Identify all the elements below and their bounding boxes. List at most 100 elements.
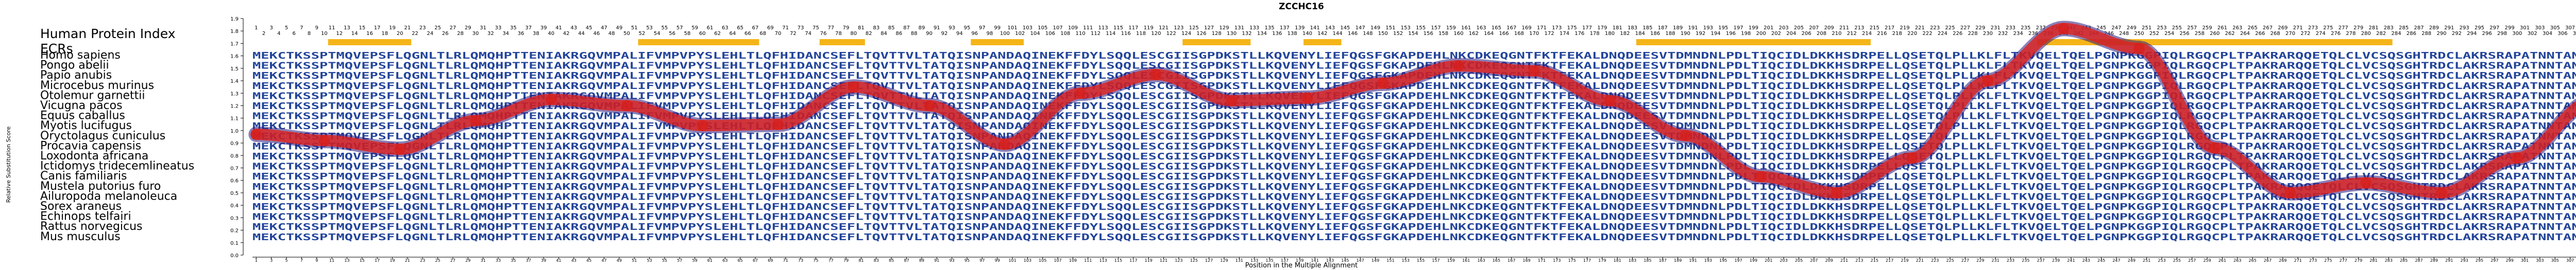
curve-point bbox=[2511, 152, 2523, 164]
x-tick-label: 147 bbox=[1357, 258, 1364, 263]
index-tick-label: 71 bbox=[782, 25, 789, 31]
index-tick-label: 252 bbox=[2149, 31, 2159, 37]
index-tick-label: 115 bbox=[1113, 25, 1123, 31]
y-tick-label: 1.1 bbox=[230, 116, 239, 122]
index-tick-label: 28 bbox=[457, 31, 464, 37]
index-tick-label: 9 bbox=[315, 25, 318, 31]
index-tick-label: 142 bbox=[1317, 31, 1327, 37]
x-tick-label: 69 bbox=[768, 258, 773, 263]
index-tick-label: 210 bbox=[1832, 31, 1841, 37]
index-tick-label: 188 bbox=[1665, 31, 1675, 37]
index-tick-label: 143 bbox=[1325, 25, 1335, 31]
index-tick-label: 19 bbox=[389, 25, 396, 31]
index-tick-label: 204 bbox=[1786, 31, 1796, 37]
index-tick-label: 187 bbox=[1658, 25, 1668, 31]
y-tick-label: 1.3 bbox=[230, 91, 239, 97]
index-tick-label: 221 bbox=[1915, 25, 1925, 31]
index-tick-label: 63 bbox=[722, 25, 728, 31]
x-tick-label: 133 bbox=[1250, 258, 1258, 263]
x-tick-label: 11 bbox=[329, 258, 334, 263]
x-tick-label: 235 bbox=[2022, 258, 2029, 263]
x-tick-label: 269 bbox=[2279, 258, 2286, 263]
index-tick-label: 205 bbox=[1794, 25, 1804, 31]
index-tick-label: 47 bbox=[601, 25, 607, 31]
index-tick-label: 207 bbox=[1809, 25, 1819, 31]
index-tick-label: 29 bbox=[465, 25, 471, 31]
y-tick-label: 0.5 bbox=[230, 191, 239, 196]
x-tick-label: 261 bbox=[2218, 258, 2226, 263]
index-tick-label: 136 bbox=[1272, 31, 1282, 37]
x-tick-label: 279 bbox=[2354, 258, 2362, 263]
index-tick-label: 111 bbox=[1083, 25, 1093, 31]
sequence-alignment: MEKCTKSSPTMQVEPSFLQGNLTLRLQMQHPTTENIAKRG… bbox=[252, 50, 2576, 243]
index-tick-label: 123 bbox=[1174, 25, 1183, 31]
index-tick-label: 49 bbox=[616, 25, 622, 31]
index-tick-label: 254 bbox=[2164, 31, 2174, 37]
index-tick-label: 220 bbox=[1907, 31, 1917, 37]
index-tick-label: 229 bbox=[1975, 25, 1985, 31]
index-tick-label: 64 bbox=[730, 31, 736, 37]
index-tick-label: 154 bbox=[1408, 31, 1418, 37]
curve-point bbox=[1906, 152, 1918, 164]
x-tick-label: 287 bbox=[2415, 258, 2422, 263]
index-tick-label: 102 bbox=[1015, 31, 1025, 37]
x-tick-label: 299 bbox=[2506, 258, 2514, 263]
y-tick-label: 0.6 bbox=[230, 178, 239, 184]
index-tick-label: 44 bbox=[578, 31, 585, 37]
index-tick-label: 117 bbox=[1128, 25, 1138, 31]
x-tick-label: 241 bbox=[2067, 258, 2075, 263]
x-tick-label: 79 bbox=[843, 258, 849, 263]
index-tick-label: 133 bbox=[1249, 25, 1259, 31]
sequence-row: MEKCTKSSPTMQVEPSFLQGNLTLRLQMQHPTTENIAKRG… bbox=[252, 222, 2576, 232]
index-tick-label: 271 bbox=[2293, 25, 2303, 31]
index-tick-label: 77 bbox=[827, 25, 834, 31]
index-tick-label: 40 bbox=[548, 31, 554, 37]
x-tick-label: 65 bbox=[738, 258, 743, 263]
index-tick-label: 262 bbox=[2225, 31, 2235, 37]
index-tick-label: 96 bbox=[971, 31, 978, 37]
index-tick-label: 32 bbox=[487, 31, 494, 37]
x-tick-label: 187 bbox=[1659, 258, 1667, 263]
index-tick-label: 264 bbox=[2240, 31, 2250, 37]
index-tick-label: 289 bbox=[2429, 25, 2439, 31]
index-tick-label: 153 bbox=[1401, 25, 1411, 31]
index-tick-label: 18 bbox=[381, 31, 388, 37]
curve-point bbox=[772, 118, 784, 130]
index-tick-label: 103 bbox=[1023, 25, 1032, 31]
index-tick-label: 139 bbox=[1295, 25, 1304, 31]
index-tick-label: 17 bbox=[374, 25, 381, 31]
y-tick-label: 0.1 bbox=[230, 241, 239, 246]
index-tick-label: 172 bbox=[1545, 31, 1554, 37]
index-tick-label: 304 bbox=[2543, 31, 2552, 37]
index-tick-label: 297 bbox=[2489, 25, 2499, 31]
y-axis-label: Relative Substitution Score bbox=[5, 126, 12, 203]
index-tick-label: 287 bbox=[2414, 25, 2424, 31]
y-tick-label: 0.7 bbox=[230, 166, 239, 172]
index-tick-label: 225 bbox=[1945, 25, 1955, 31]
y-tick-label: 0.4 bbox=[230, 203, 239, 209]
index-tick-label: 94 bbox=[956, 31, 963, 37]
index-tick-label: 232 bbox=[1998, 31, 2008, 37]
index-tick-label: 118 bbox=[1136, 31, 1146, 37]
curve-point bbox=[545, 94, 557, 105]
index-tick-label: 121 bbox=[1159, 25, 1168, 31]
index-tick-label: 158 bbox=[1438, 31, 1448, 37]
index-tick-label: 303 bbox=[2535, 25, 2545, 31]
x-tick-label: 81 bbox=[858, 258, 863, 263]
x-tick-label: 265 bbox=[2249, 258, 2257, 263]
index-tick-label: 72 bbox=[790, 31, 796, 37]
index-tick-label: 54 bbox=[654, 31, 660, 37]
species-name: Ictidomys tridecemlineatus bbox=[40, 160, 194, 173]
index-tick-label: 168 bbox=[1514, 31, 1524, 37]
x-tick-label: 215 bbox=[1871, 258, 1878, 263]
y-tick-label: 0.0 bbox=[230, 253, 239, 259]
index-tick-label: 89 bbox=[919, 25, 925, 31]
x-tick-label: 305 bbox=[2551, 258, 2559, 263]
curve-point bbox=[1453, 60, 1465, 71]
x-tick-label: 249 bbox=[2128, 258, 2136, 263]
index-tick-label: 81 bbox=[858, 25, 865, 31]
x-tick-label: 225 bbox=[1946, 258, 1954, 263]
index-tick-label: 52 bbox=[639, 31, 646, 37]
index-tick-label: 149 bbox=[1370, 25, 1380, 31]
index-tick-label: 113 bbox=[1098, 25, 1108, 31]
